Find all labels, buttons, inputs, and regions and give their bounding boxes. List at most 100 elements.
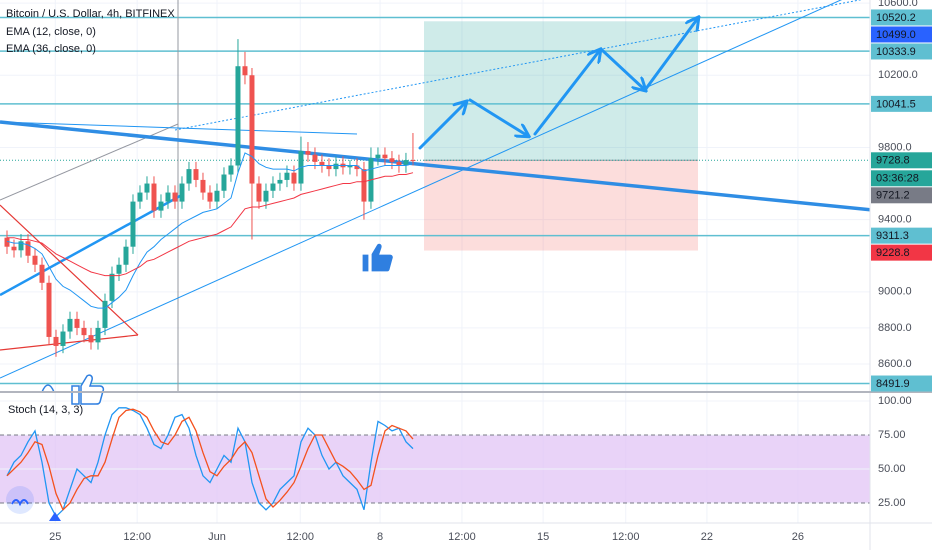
trend-line [0,120,932,218]
candle-body [291,172,297,184]
y-tick-label: 50.00 [878,463,906,475]
y-tick-label: 10600.0 [878,0,918,9]
price-label-bg [871,375,932,392]
price-label: 9228.8 [876,247,910,259]
candle-body [151,183,157,211]
candle-body [102,300,108,328]
y-tick-label: 9000.0 [878,286,912,298]
candle-body [25,241,31,256]
trend-line [174,0,863,131]
candle-body [242,66,248,76]
candle-body [158,201,164,211]
ema-line [6,152,414,309]
x-tick-label: 22 [701,531,713,543]
price-label: 9728.8 [876,155,910,167]
time-marker [49,512,61,521]
x-tick-label: 26 [792,531,804,543]
candle-body [256,183,262,202]
candle-body [284,172,290,180]
x-tick-label: 12:00 [286,531,314,543]
price-label-bg [871,227,932,244]
candle-body [214,190,220,202]
candle-body [123,246,129,265]
x-tick-label: Jun [208,531,226,543]
candle-body [18,241,24,251]
candle-body [347,165,353,168]
candle-body [389,158,395,162]
arrow [418,102,466,150]
x-tick-label: 15 [537,531,549,543]
trend-line [0,123,179,201]
price-label-bg [871,26,932,43]
candle-body [382,154,388,159]
price-label: 8491.9 [876,378,910,390]
arrow [468,98,528,136]
candle-body [137,192,143,202]
x-tick-label: 8 [377,531,383,543]
price-label: 03:36:28 [876,173,919,185]
price-label: 10499.0 [876,29,916,41]
candle-body [172,192,178,202]
candle-body [361,169,367,202]
price-label: 9721.2 [876,190,910,202]
stop-zone [424,160,698,251]
candle-body [221,174,227,191]
icon-fragment [41,384,55,393]
arrow [643,18,698,92]
trend-line [0,334,139,351]
price-label: 10333.9 [876,46,916,58]
candle-body [319,161,325,166]
legend-entry: EMA (36, close, 0) [6,43,96,55]
candle-body [200,179,206,193]
arrow [600,48,645,90]
candle-body [81,327,87,336]
candle-body [235,66,241,166]
candle-body [305,151,311,155]
y-tick-label: 8800.0 [878,322,912,334]
logo[interactable] [6,486,34,514]
stoch-line [6,407,414,518]
candle-body [144,183,150,193]
thumbs-up-icon [361,242,394,273]
candle-body [249,75,255,184]
trend-line [0,204,139,336]
candle-body [130,201,136,247]
candle-body [403,160,409,166]
x-tick-label: 12:00 [612,531,640,543]
trend-line [0,121,358,135]
indicator-title: Stoch (14, 3, 3) [8,404,83,416]
thumbs-up-icon [71,374,105,405]
candle-body [179,183,185,202]
price-label-bg [871,95,932,112]
price-label-bg [871,170,932,187]
legend-entry: EMA (12, close, 0) [6,26,96,38]
candle-body [186,169,192,184]
x-tick-label: 12:00 [448,531,476,543]
candle-body [277,179,283,184]
candle-body [46,282,52,337]
price-label-bg [871,9,932,26]
candle-body [32,255,38,265]
price-label-bg [871,43,932,60]
y-tick-label: 9400.0 [878,214,912,226]
arrow [533,50,600,136]
x-tick-label: 12:00 [123,531,151,543]
chart-title: Bitcoin / U.S. Dollar, 4h, BITFINEX [6,8,175,20]
y-tick-label: 8600.0 [878,358,912,370]
candle-body [193,169,199,180]
candle-body [312,154,318,162]
price-label: 10520.2 [876,12,916,24]
price-label: 9311.3 [876,230,909,242]
candle-body [11,246,17,251]
candle-body [95,327,101,343]
candle-body [67,318,73,332]
candle-body [4,237,10,247]
price-label-bg [871,152,932,169]
candle-body [109,273,115,301]
drawings [0,0,932,405]
candle-body [207,192,213,202]
candle-body [263,190,269,202]
price-axis [870,0,932,550]
candle-body [333,163,339,170]
price-label-bg [871,244,932,261]
